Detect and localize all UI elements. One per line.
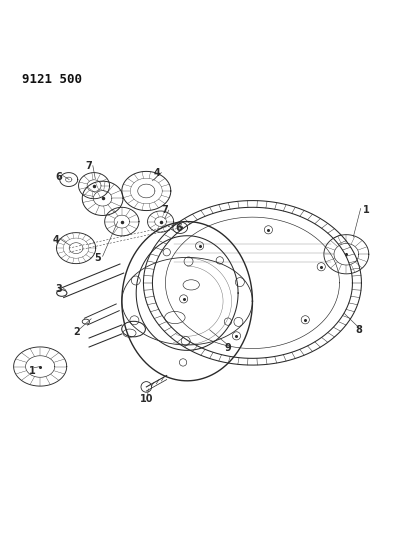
Text: 9: 9 <box>224 343 231 353</box>
Text: 10: 10 <box>140 394 153 404</box>
Text: 2: 2 <box>74 327 80 337</box>
Text: 4: 4 <box>53 235 60 245</box>
Text: 6: 6 <box>175 223 182 233</box>
Text: 9121 500: 9121 500 <box>22 72 82 86</box>
Text: 3: 3 <box>55 284 62 294</box>
Text: 7: 7 <box>161 205 168 215</box>
Text: 8: 8 <box>355 325 362 335</box>
Text: 1: 1 <box>363 205 370 215</box>
Text: 6: 6 <box>55 172 62 182</box>
Text: 4: 4 <box>153 167 160 177</box>
Text: 5: 5 <box>94 253 101 263</box>
Text: 1: 1 <box>29 366 35 376</box>
Text: 7: 7 <box>86 161 92 172</box>
